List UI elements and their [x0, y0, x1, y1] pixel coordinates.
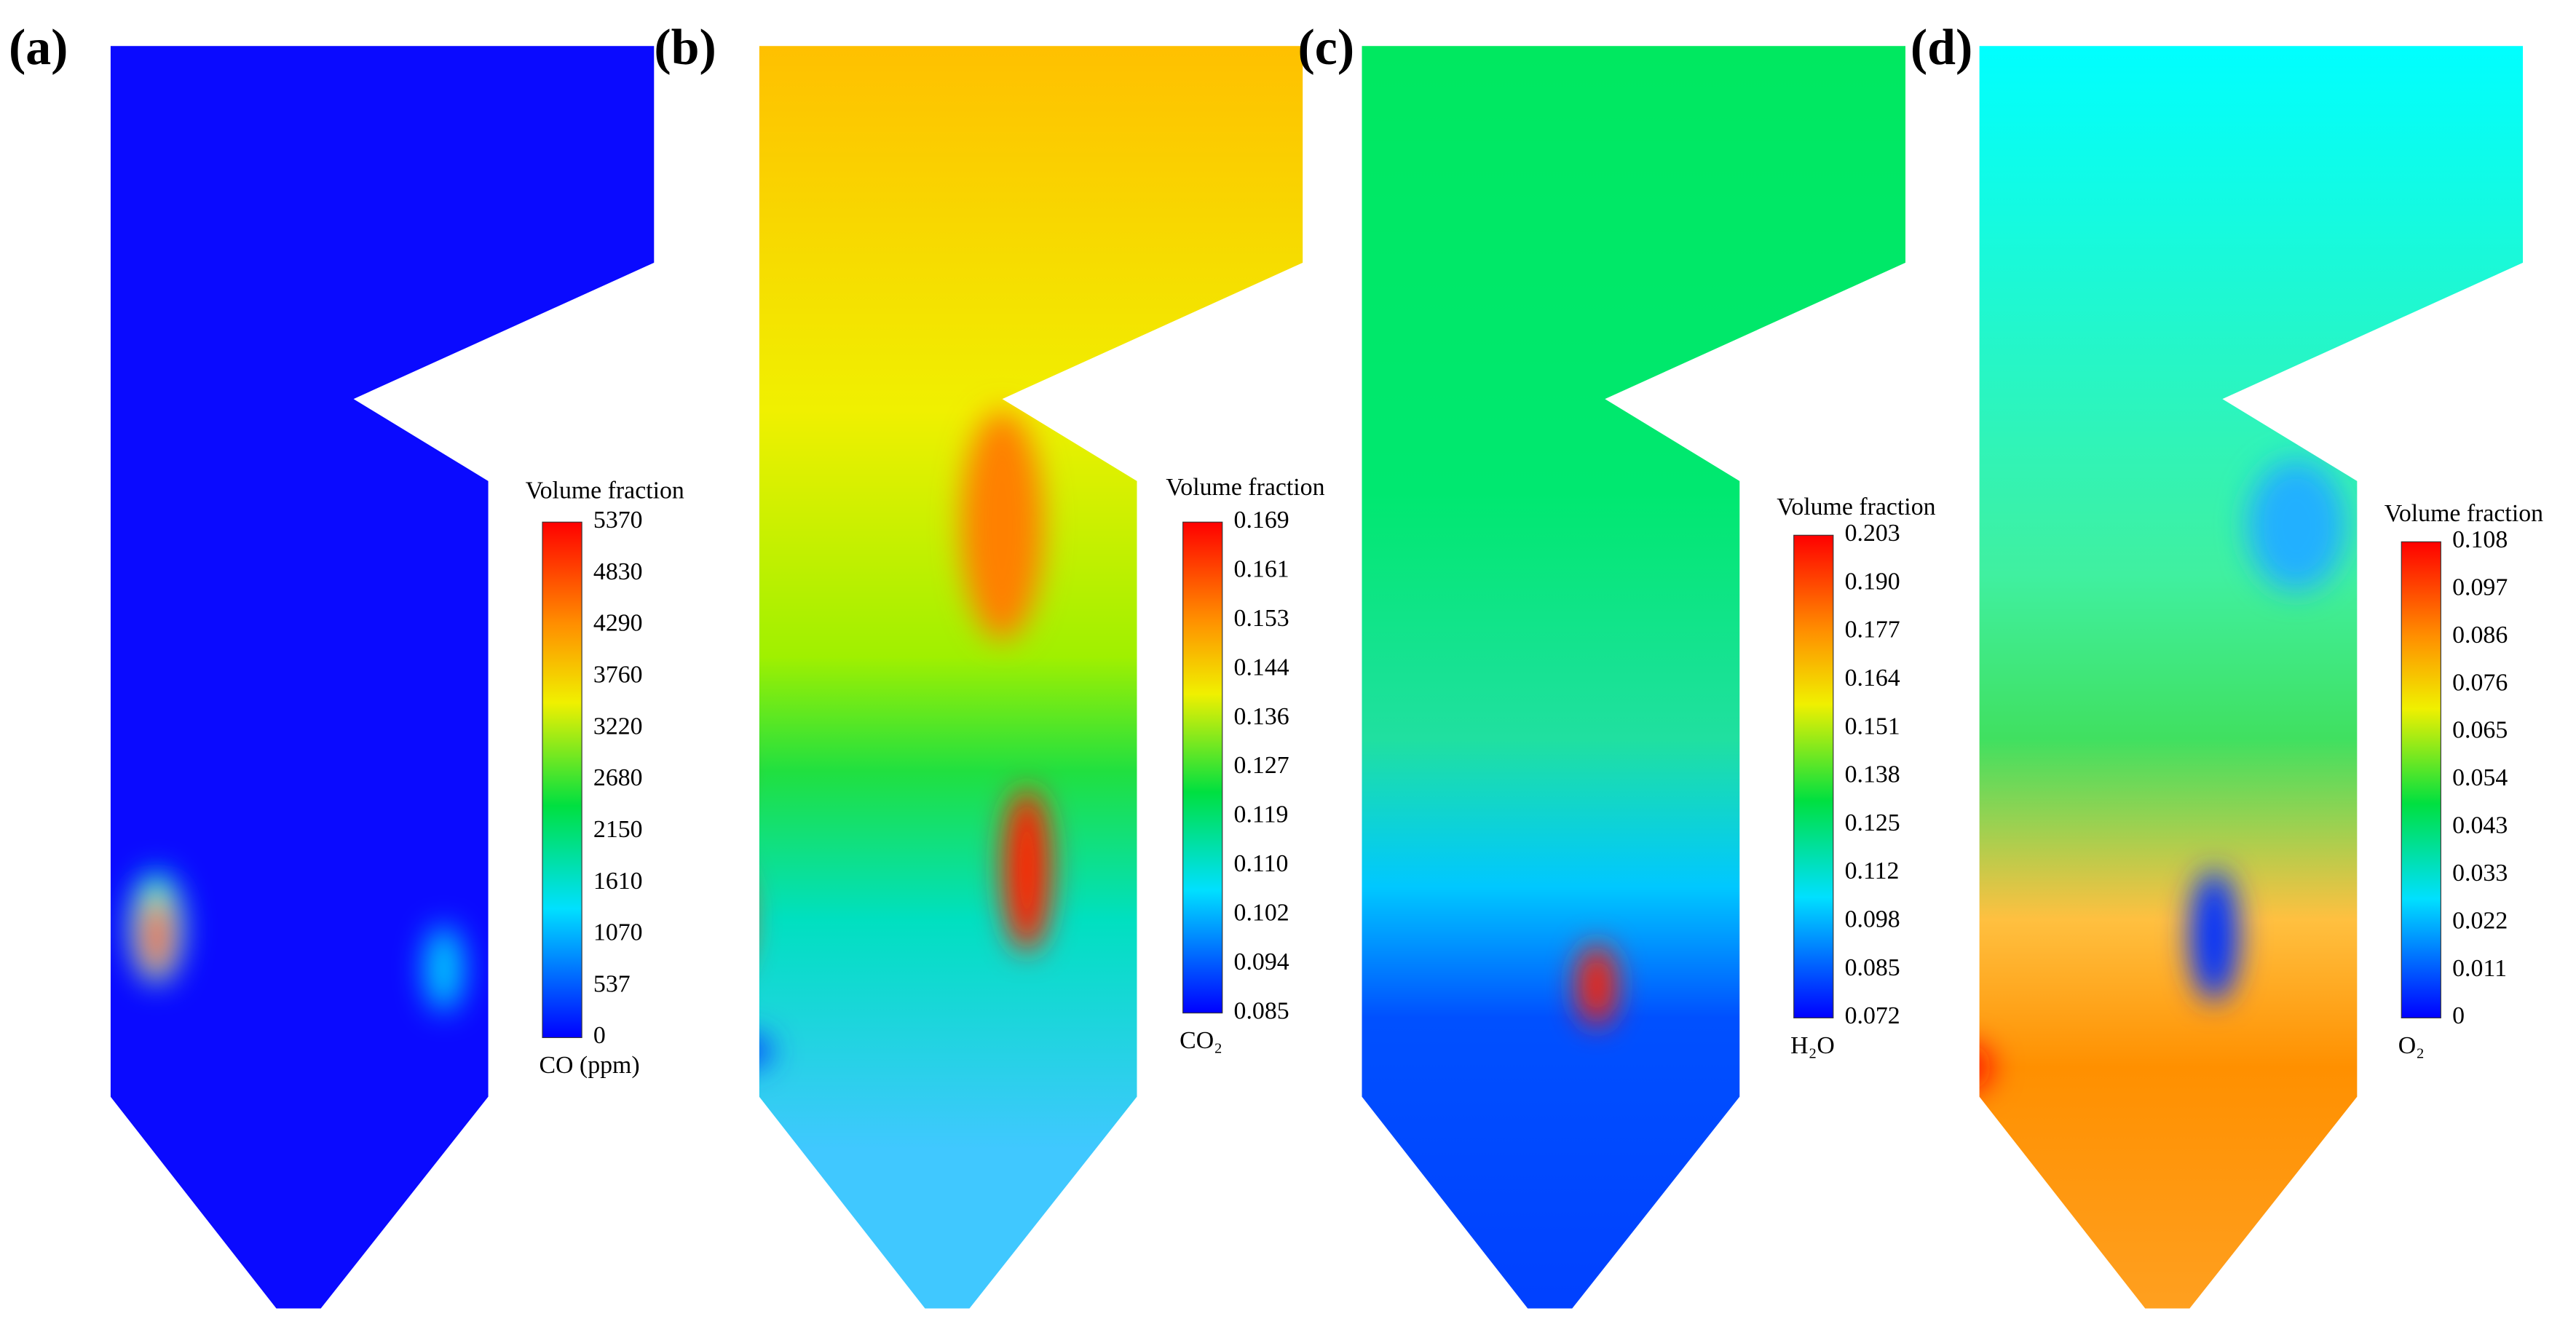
colorbar-tick-label: 0 — [593, 1022, 606, 1049]
colorbar-tick-label: 0.054 — [2452, 764, 2508, 791]
colorbar-tick-label: 1610 — [593, 868, 643, 895]
colorbar-tick-label: 0.094 — [1234, 948, 1289, 975]
colorbar-title: Volume fraction — [1166, 474, 1324, 501]
colorbar-tick-label: 2680 — [593, 764, 643, 791]
colorbar-tick-label: 0.119 — [1234, 801, 1289, 828]
colorbar-tick-label: 0.153 — [1234, 605, 1289, 632]
colorbar-tick-label: 0.144 — [1234, 654, 1289, 681]
panel-label: (b) — [654, 20, 716, 76]
colorbar-tick-label: 0.097 — [2452, 574, 2508, 601]
panel — [110, 46, 655, 1309]
colorbar-tick-label: 0.177 — [1845, 617, 1900, 643]
colorbar-quantity: H₂O — [1790, 1032, 1835, 1059]
colorbar-tick-label: 0.112 — [1845, 857, 1900, 884]
colorbar-tick-label: 0.098 — [1845, 906, 1900, 933]
colorbar — [1182, 521, 1223, 1014]
colorbar-tick-label: 0.043 — [2452, 812, 2508, 839]
colorbar — [1793, 534, 1834, 1018]
colorbar-tick-label: 0.085 — [1234, 997, 1289, 1024]
colorbar-tick-label: 0.065 — [2452, 717, 2508, 744]
contour-plot — [1979, 46, 2524, 1309]
colorbar-tick-label: 0.138 — [1845, 761, 1900, 788]
colorbar-tick-label: 0.190 — [1845, 568, 1900, 595]
colorbar-tick-label: 0.125 — [1845, 809, 1900, 836]
colorbar-tick-label: 0.151 — [1845, 713, 1900, 740]
colorbar-title: Volume fraction — [2385, 500, 2543, 527]
panel-label: (a) — [9, 20, 68, 76]
colorbar-tick-label: 0.011 — [2452, 955, 2507, 982]
colorbar-title: Volume fraction — [1777, 494, 1935, 520]
colorbar-tick-label: 0 — [2452, 1002, 2465, 1029]
colorbar-tick-label: 0.033 — [2452, 860, 2508, 887]
panel-label: (d) — [1911, 20, 1972, 76]
colorbar-tick-label: 0.076 — [2452, 669, 2508, 696]
colorbar-tick-label: 3220 — [593, 713, 643, 740]
colorbar-tick-label: 0.102 — [1234, 900, 1289, 927]
colorbar-quantity: CO (ppm) — [539, 1052, 639, 1079]
colorbar-tick-label: 4830 — [593, 558, 643, 585]
colorbar-tick-label: 0.072 — [1845, 1002, 1900, 1029]
colorbar-tick-label: 0.127 — [1234, 752, 1289, 779]
colorbar-tick-label: 537 — [593, 970, 631, 997]
colorbar-title: Volume fraction — [526, 477, 684, 504]
colorbar-quantity: O₂ — [2398, 1032, 2425, 1059]
colorbar-tick-label: 5370 — [593, 507, 643, 534]
colorbar-quantity: CO₂ — [1180, 1027, 1222, 1054]
colorbar-tick-label: 0.086 — [2452, 622, 2508, 649]
colorbar-tick-label: 1070 — [593, 919, 643, 946]
panel-label: (c) — [1298, 20, 1355, 76]
colorbar-tick-label: 0.085 — [1845, 954, 1900, 981]
colorbar-tick-label: 0.169 — [1234, 507, 1289, 534]
colorbar-tick-label: 0.164 — [1845, 665, 1900, 692]
colorbar — [2401, 541, 2441, 1018]
colorbar-tick-label: 0.161 — [1234, 555, 1289, 582]
colorbar-tick-label: 4290 — [593, 610, 643, 637]
colorbar-tick-label: 0.136 — [1234, 703, 1289, 730]
panel — [1979, 46, 2524, 1309]
colorbar-tick-label: 2150 — [593, 816, 643, 843]
colorbar — [542, 521, 582, 1039]
colorbar-tick-label: 3760 — [593, 661, 643, 688]
colorbar-tick-label: 0.108 — [2452, 526, 2508, 553]
colorbar-tick-label: 0.203 — [1845, 520, 1900, 547]
colorbar-tick-label: 0.110 — [1234, 850, 1289, 877]
contour-plot — [110, 46, 655, 1309]
colorbar-tick-label: 0.022 — [2452, 907, 2508, 934]
